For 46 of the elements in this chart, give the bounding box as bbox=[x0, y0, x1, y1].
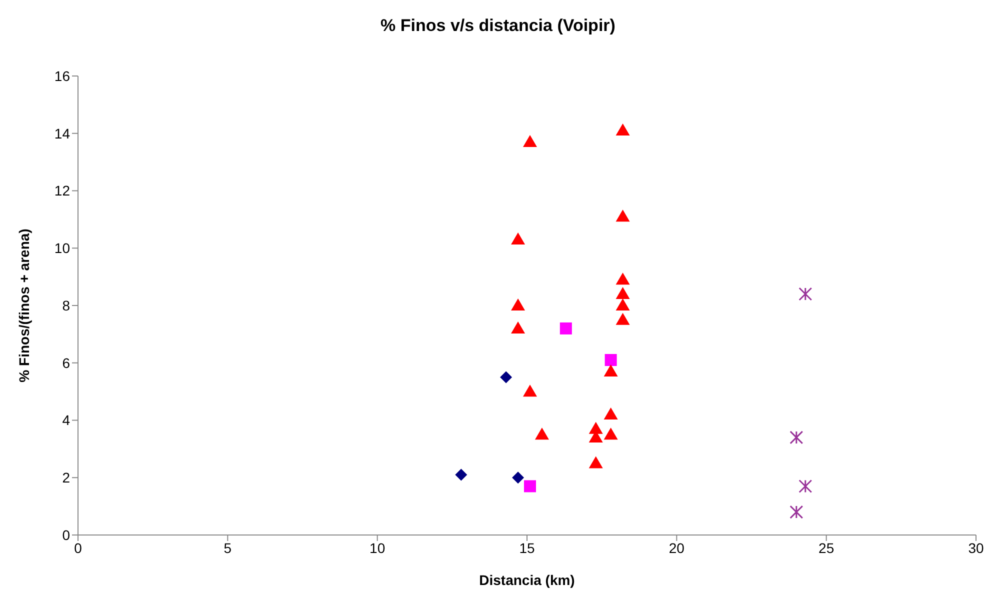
point bbox=[604, 428, 618, 440]
point bbox=[588, 422, 603, 434]
point bbox=[522, 134, 537, 147]
y-axis-title: % Finos/(finos + arena) bbox=[16, 228, 32, 382]
y-tick-label: 4 bbox=[62, 412, 70, 428]
y-tick-label: 12 bbox=[54, 182, 70, 199]
x-tick-label: 25 bbox=[818, 540, 834, 556]
x-tick-label: 30 bbox=[968, 540, 984, 556]
y-tick-label: 10 bbox=[54, 240, 70, 256]
point bbox=[616, 298, 630, 310]
y-tick-label: 16 bbox=[54, 68, 70, 84]
x-tick-label: 10 bbox=[370, 540, 386, 556]
y-tick-label: 6 bbox=[62, 354, 70, 371]
point bbox=[616, 272, 630, 285]
point bbox=[512, 472, 524, 484]
point bbox=[511, 232, 526, 245]
point bbox=[616, 124, 630, 136]
point bbox=[616, 287, 630, 300]
point bbox=[500, 371, 512, 384]
point bbox=[604, 364, 618, 376]
point bbox=[604, 408, 618, 420]
point bbox=[616, 210, 630, 222]
y-tick-label: 8 bbox=[62, 297, 70, 314]
x-tick-label: 0 bbox=[74, 540, 82, 556]
point bbox=[522, 384, 537, 397]
y-tick-label: 2 bbox=[62, 470, 70, 486]
point bbox=[604, 354, 617, 366]
point bbox=[616, 312, 630, 325]
point bbox=[790, 430, 804, 444]
chart-title: % Finos v/s distancia (Voipir) bbox=[380, 15, 616, 37]
point bbox=[511, 321, 526, 334]
point bbox=[798, 479, 812, 493]
point bbox=[588, 456, 603, 468]
x-tick-label: 20 bbox=[668, 540, 685, 556]
x-tick-label: 5 bbox=[224, 540, 232, 556]
point bbox=[790, 505, 804, 519]
x-axis-title: Distancia (km) bbox=[479, 572, 575, 588]
point bbox=[524, 480, 536, 492]
point bbox=[534, 428, 549, 440]
point bbox=[798, 287, 812, 301]
x-tick-label: 15 bbox=[519, 540, 535, 556]
point bbox=[511, 298, 526, 310]
point bbox=[560, 322, 572, 334]
point bbox=[455, 468, 468, 481]
y-tick-label: 0 bbox=[62, 526, 70, 543]
y-tick-label: 14 bbox=[54, 125, 70, 142]
